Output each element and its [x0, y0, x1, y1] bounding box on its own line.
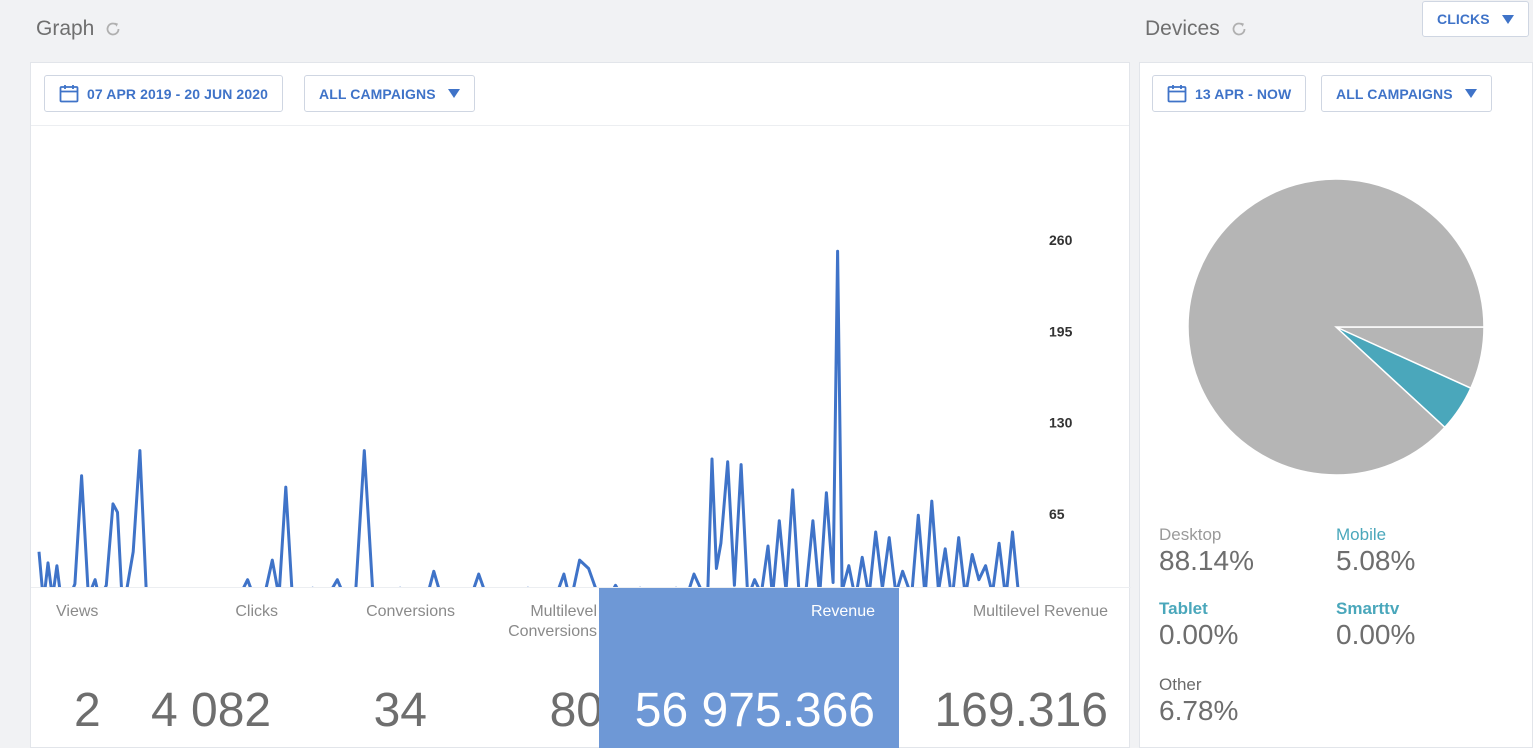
- stat-value: 80: [549, 684, 603, 737]
- stat-value: 56 975.366: [634, 684, 875, 737]
- graph-title: Graph: [36, 17, 95, 40]
- device-label: Other: [1159, 675, 1202, 694]
- devices-section-title: Devices: [1145, 17, 1249, 41]
- devices-date-range-button[interactable]: 13 APR - NOW: [1152, 75, 1307, 112]
- stat-label: Multilevel Revenue: [972, 603, 1108, 620]
- calendar-icon: [1167, 85, 1187, 103]
- calendar-icon: [59, 85, 79, 103]
- stat-revenue[interactable]: Revenue 56 975.366: [599, 588, 899, 748]
- graph-toolbar: 07 APR 2019 - 20 JUN 2020 ALL CAMPAIGNS: [31, 63, 1129, 126]
- devices-date-range-label: 13 APR - NOW: [1195, 85, 1292, 102]
- pie-slice-desktop[interactable]: [1187, 178, 1485, 476]
- y-tick-label: 260: [1049, 232, 1073, 248]
- stat-label: Views: [56, 603, 99, 620]
- stat-label: Clicks: [235, 603, 278, 620]
- device-value: 88.14%: [1159, 545, 1254, 576]
- stat-multilevel-revenue[interactable]: Multilevel Revenue 169.316: [899, 588, 1131, 748]
- stat-clicks[interactable]: Clicks 4 082: [151, 588, 287, 748]
- devices-toolbar: 13 APR - NOW ALL CAMPAIGNS: [1140, 63, 1532, 126]
- device-tablet: Tablet 0.00%: [1159, 599, 1238, 651]
- device-other: Other 6.78%: [1159, 675, 1238, 727]
- caret-down-icon: [447, 89, 460, 98]
- device-value: 0.00%: [1159, 619, 1239, 650]
- graph-date-range-button[interactable]: 07 APR 2019 - 20 JUN 2020: [44, 75, 283, 112]
- metric-dropdown[interactable]: CLICKS: [1422, 1, 1529, 37]
- device-label: Mobile: [1336, 525, 1387, 544]
- devices-card: 13 APR - NOW ALL CAMPAIGNS Desktop 88.14…: [1139, 62, 1533, 748]
- devices-campaigns-label: ALL CAMPAIGNS: [1336, 85, 1453, 102]
- device-value: 0.00%: [1336, 619, 1416, 650]
- stat-value: 169.316: [934, 684, 1108, 737]
- stat-multilevel-conversions[interactable]: Multilevel Conversions 80: [457, 588, 603, 748]
- y-tick-label: 130: [1049, 415, 1073, 431]
- stat-label: Conversions: [366, 603, 455, 620]
- line-chart: 0651301952607 Apr14 May14 Jun9 Jul1 Aug3…: [37, 232, 1073, 587]
- device-value: 6.78%: [1159, 695, 1239, 726]
- stat-views[interactable]: Views 2: [31, 588, 151, 748]
- device-desktop: Desktop 88.14%: [1159, 525, 1254, 577]
- devices-title: Devices: [1145, 17, 1220, 40]
- stat-value: 34: [373, 684, 427, 737]
- stat-value: 4 082: [151, 684, 272, 737]
- series-line: [37, 249, 1020, 587]
- devices-campaigns-dropdown[interactable]: ALL CAMPAIGNS: [1321, 75, 1492, 112]
- refresh-icon[interactable]: [1229, 19, 1249, 39]
- caret-down-icon: [1464, 89, 1477, 98]
- stat-conversions[interactable]: Conversions 34: [287, 588, 457, 748]
- graph-card: 07 APR 2019 - 20 JUN 2020 ALL CAMPAIGNS …: [30, 62, 1131, 748]
- device-label: Tablet: [1159, 599, 1208, 618]
- graph-section-title: Graph: [36, 17, 123, 41]
- stat-label: Multilevel Conversions: [508, 603, 597, 640]
- graph-date-range-label: 07 APR 2019 - 20 JUN 2020: [87, 85, 268, 102]
- refresh-icon[interactable]: [103, 19, 123, 39]
- device-smarttv: Smarttv 0.00%: [1336, 599, 1415, 651]
- stats-bar: Views 2 Clicks 4 082 Conversions 34 Mult…: [31, 587, 1131, 748]
- y-tick-label: 195: [1049, 323, 1073, 339]
- graph-campaigns-dropdown[interactable]: ALL CAMPAIGNS: [304, 75, 475, 112]
- device-mobile: Mobile 5.08%: [1336, 525, 1415, 577]
- y-tick-label: 65: [1049, 506, 1065, 522]
- device-label: Desktop: [1159, 525, 1222, 544]
- device-value: 5.08%: [1336, 545, 1416, 576]
- metric-label: CLICKS: [1437, 11, 1490, 27]
- stat-label: Revenue: [810, 603, 875, 620]
- devices-pie-chart: [1187, 178, 1485, 476]
- stat-value: 2: [74, 684, 101, 737]
- graph-campaigns-label: ALL CAMPAIGNS: [319, 85, 436, 102]
- device-label: Smarttv: [1336, 599, 1400, 618]
- caret-down-icon: [1501, 14, 1514, 24]
